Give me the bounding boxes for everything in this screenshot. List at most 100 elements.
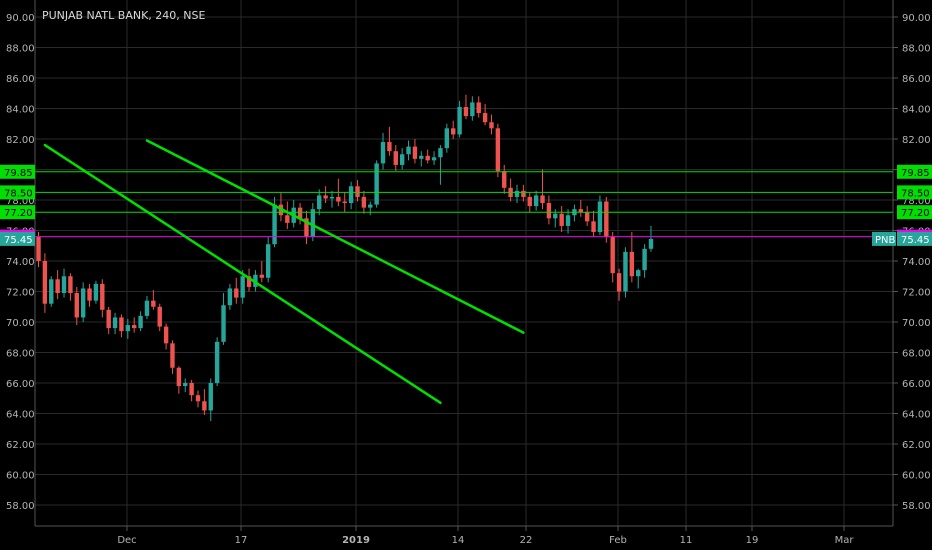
candle <box>259 261 264 283</box>
candle-body <box>80 288 86 318</box>
channel-line[interactable] <box>43 143 442 405</box>
candle <box>431 151 437 165</box>
candle-body <box>399 154 405 165</box>
candle-body <box>297 207 303 219</box>
candle <box>157 303 162 332</box>
candle-body <box>540 195 545 204</box>
level-badge-text: 75.45 <box>901 235 930 246</box>
candle <box>61 268 67 298</box>
y-tick-label-left: 84.00 <box>6 105 35 116</box>
candle <box>374 160 379 208</box>
x-tick-label: 2019 <box>342 535 370 546</box>
candle <box>457 100 462 138</box>
candle <box>642 244 647 278</box>
level-badge-text: 79.85 <box>901 168 930 179</box>
candle-body <box>265 244 271 278</box>
candle <box>406 140 411 161</box>
candle <box>93 280 99 304</box>
channel-line[interactable] <box>145 139 525 334</box>
candle <box>470 96 475 121</box>
candle-body <box>151 300 156 307</box>
y-tick-label-left: 62.00 <box>6 440 35 451</box>
candle-body <box>514 190 520 197</box>
x-tick-label: Dec <box>117 535 136 546</box>
y-tick-label-right: 84.00 <box>902 105 931 116</box>
candle <box>310 203 316 242</box>
candle-body <box>476 102 481 114</box>
level-badge-right <box>897 231 932 246</box>
candle-body <box>125 325 131 332</box>
y-tick-label-left: 68.00 <box>6 349 35 360</box>
y-tick-label-right: 70.00 <box>902 318 931 329</box>
candle <box>648 225 654 252</box>
candle <box>208 378 213 422</box>
symbol-badge <box>872 231 896 246</box>
candles-layer <box>36 94 654 422</box>
candle-body <box>176 367 182 387</box>
candle-body <box>368 204 373 208</box>
x-axis[interactable]: Dec 17 2019 14 22 Feb 11 19 Mar <box>117 526 854 546</box>
candle-body <box>157 306 162 327</box>
candle-body <box>208 383 213 411</box>
y-tick-label-right: 90.00 <box>902 13 931 24</box>
candle <box>482 103 488 126</box>
candle-body <box>112 317 118 329</box>
y-tick-label-left: 74.00 <box>6 257 35 268</box>
y-tick-label-right: 88.00 <box>902 44 931 55</box>
y-tick-label-left: 86.00 <box>6 74 35 85</box>
y-tick-label-left: 70.00 <box>6 318 35 329</box>
candle-body <box>623 251 628 292</box>
candle <box>195 390 201 408</box>
candle <box>317 189 322 216</box>
candle-body <box>106 309 111 329</box>
candle-body <box>221 305 226 342</box>
candle <box>42 253 48 313</box>
candle <box>495 123 501 178</box>
candle <box>132 317 137 333</box>
candle-body <box>393 151 398 165</box>
level-badge-left <box>0 164 35 179</box>
candle-body <box>463 106 469 117</box>
candle <box>100 279 105 318</box>
candle <box>202 389 207 416</box>
candle-body <box>597 201 603 233</box>
candle <box>151 289 156 310</box>
level-badge-text: 77.20 <box>4 208 33 219</box>
y-tick-label-right: 58.00 <box>902 501 931 512</box>
y-tick-label-left: 66.00 <box>6 379 35 390</box>
candle <box>591 210 596 237</box>
candle-body <box>546 203 552 219</box>
candle-body <box>272 204 277 245</box>
candle-body <box>49 279 54 304</box>
candle-body <box>457 106 462 135</box>
x-tick-label: 19 <box>746 535 759 546</box>
candle-body <box>342 201 347 204</box>
candle <box>323 186 328 204</box>
y-tick-label-right: 68.00 <box>902 349 931 360</box>
level-badge-right <box>897 185 932 200</box>
candle <box>380 132 386 170</box>
candle <box>412 139 418 164</box>
candle-body <box>438 148 443 158</box>
candle-body <box>387 142 392 152</box>
candle-body <box>642 248 647 271</box>
candle <box>616 268 622 301</box>
x-tick-label: Mar <box>835 535 855 546</box>
candle <box>227 283 233 310</box>
candle <box>636 268 641 289</box>
y-tick-label-left: 60.00 <box>6 471 35 482</box>
candle-body <box>246 276 252 287</box>
candle-body <box>189 383 194 396</box>
candle-body <box>355 186 360 197</box>
y-tick-label-right: 74.00 <box>902 257 931 268</box>
channel-layer <box>43 139 525 405</box>
candle <box>74 286 79 326</box>
candle-body <box>163 326 169 344</box>
candle <box>68 273 73 301</box>
candle <box>361 190 367 214</box>
candle-body <box>170 343 175 368</box>
candle <box>221 293 226 345</box>
candle-body <box>380 142 386 164</box>
y-tick-label-right: 62.00 <box>902 440 931 451</box>
